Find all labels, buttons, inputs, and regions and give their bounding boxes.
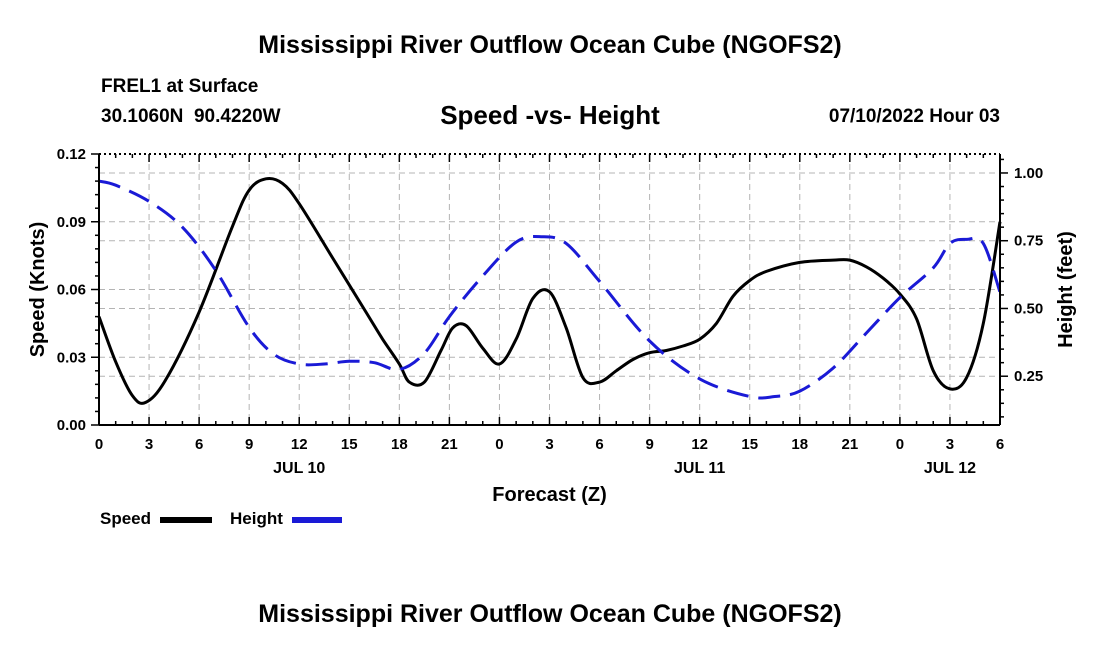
x-date-label: JUL 12 — [924, 460, 976, 477]
x-tick-label: 6 — [195, 436, 203, 453]
x-tick-label: 9 — [245, 436, 253, 453]
legend-height-swatch — [292, 517, 342, 523]
x-axis-title: Forecast (Z) — [492, 484, 606, 506]
x-tick-label: 0 — [95, 436, 103, 453]
x-date-label: JUL 11 — [674, 460, 725, 477]
y-tick-label: 0.06 — [57, 282, 86, 299]
x-tick-label: 18 — [391, 436, 408, 453]
x-tick-label: 3 — [145, 436, 153, 453]
x-date-label: JUL 10 — [273, 460, 325, 477]
x-tick-label: 3 — [946, 436, 954, 453]
x-tick-label: 0 — [896, 436, 904, 453]
y2-axis-title: Height (feet) — [1055, 231, 1077, 348]
y-tick-label: 0.00 — [57, 417, 86, 434]
chart-subtitle: Speed -vs- Height — [440, 100, 660, 130]
legend-height-label: Height — [230, 509, 283, 528]
x-tick-label: 12 — [691, 436, 708, 453]
x-tick-label: 15 — [741, 436, 758, 453]
grid-layer — [99, 154, 1000, 425]
x-tick-label: 9 — [645, 436, 653, 453]
datetime-label: 07/10/2022 Hour 03 — [828, 106, 1000, 127]
label-layer: 0 3 6 9 12 15 18 21 0 3 6 9 12 15 18 21 0 3 6 JUL 10 JUL 11 J… — [27, 146, 1077, 506]
x-tick-label: 15 — [341, 436, 358, 453]
y2-tick-label: 0.25 — [1014, 368, 1043, 385]
legend-speed-swatch — [160, 517, 212, 523]
footer-title: Mississippi River Outflow Ocean Cube (NG… — [258, 600, 842, 628]
x-tick-label: 12 — [291, 436, 308, 453]
x-tick-label: 21 — [441, 436, 458, 453]
main-title: Mississippi River Outflow Ocean Cube (NG… — [258, 31, 842, 59]
y-tick-label: 0.09 — [57, 214, 86, 231]
y2-tick-label: 0.75 — [1014, 233, 1043, 250]
y2-tick-label: 1.00 — [1014, 165, 1043, 182]
x-tick-label: 0 — [495, 436, 503, 453]
y2-tick-label: 0.50 — [1014, 300, 1043, 317]
x-tick-label: 3 — [545, 436, 553, 453]
series-height-line — [98, 179, 1002, 400]
y-tick-label: 0.12 — [57, 146, 86, 163]
y-axis-title: Speed (Knots) — [27, 222, 49, 358]
y-tick-label: 0.03 — [57, 349, 86, 366]
coordinates-label: 30.1060N 90.4220W — [101, 106, 281, 127]
x-tick-label: 21 — [841, 436, 858, 453]
axis-layer — [91, 153, 1008, 426]
station-label: FREL1 at Surface — [101, 76, 259, 97]
series-layer — [97, 176, 1002, 405]
x-tick-label: 18 — [791, 436, 808, 453]
x-tick-label: 6 — [595, 436, 603, 453]
series-speed-line — [97, 176, 1002, 405]
legend-speed-label: Speed — [100, 509, 152, 528]
x-tick-label: 6 — [996, 436, 1004, 453]
